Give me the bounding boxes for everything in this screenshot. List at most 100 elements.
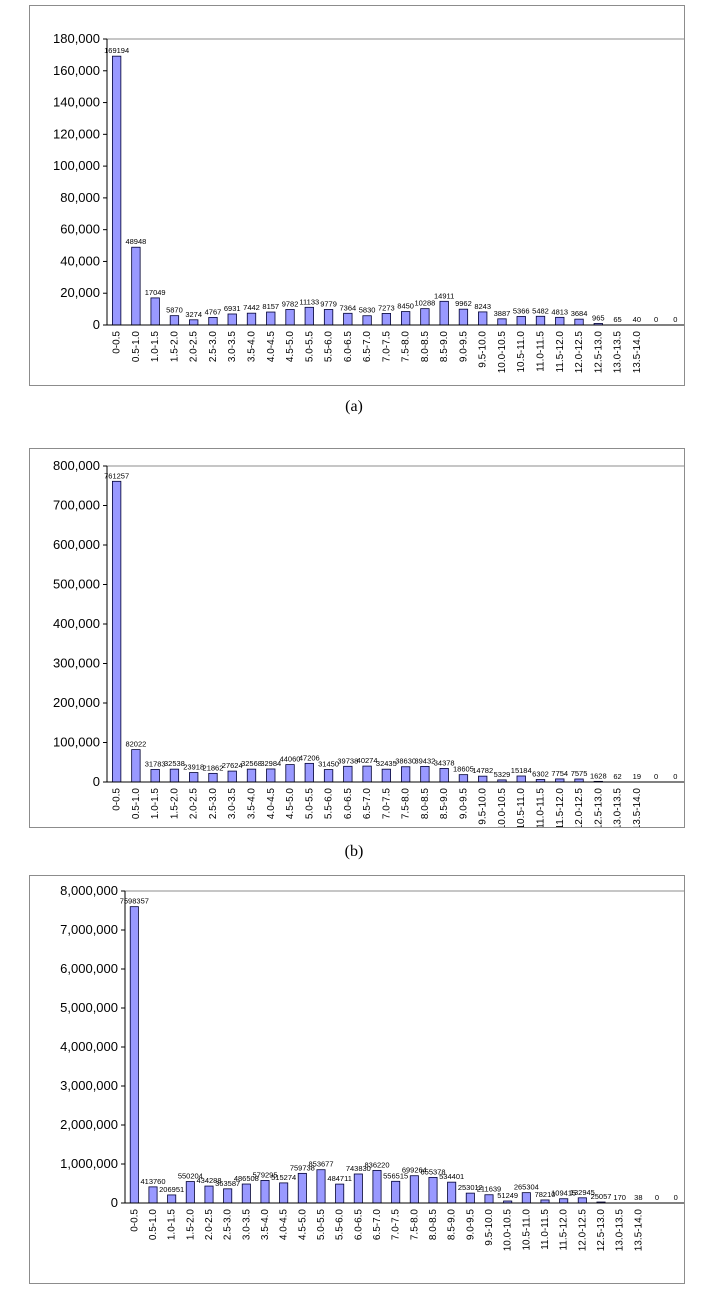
value-label: 19 xyxy=(633,772,641,781)
y-tick-label: 8,000,000 xyxy=(60,883,118,898)
value-label: 32568 xyxy=(241,759,262,768)
value-label: 7598357 xyxy=(120,897,149,906)
bar xyxy=(266,768,276,783)
category-label: 13.0-13.5 xyxy=(613,788,624,827)
bar xyxy=(439,768,449,783)
y-tick-label: 0 xyxy=(111,1195,118,1210)
bar xyxy=(516,775,526,783)
value-label: 21862 xyxy=(203,763,224,772)
bar xyxy=(285,309,295,326)
value-label: 534401 xyxy=(439,1172,464,1181)
bar xyxy=(167,1194,177,1204)
category-label: 7.0-7.5 xyxy=(381,788,392,820)
bar xyxy=(208,317,218,326)
bar xyxy=(559,1198,569,1204)
bar xyxy=(227,313,237,326)
category-label: 4.0-4.5 xyxy=(266,788,277,820)
value-label: 14782 xyxy=(472,766,493,775)
y-tick-label: 20,000 xyxy=(60,285,100,300)
value-label: 40274 xyxy=(357,756,378,765)
category-label: 5.0-5.5 xyxy=(316,1209,327,1241)
category-label: 1.0-1.5 xyxy=(150,788,161,820)
bar xyxy=(150,769,160,783)
y-tick-label: 300,000 xyxy=(53,656,100,671)
category-label: 3.0-3.5 xyxy=(227,331,238,363)
category-label: 3.5-4.0 xyxy=(247,788,258,820)
value-label: 47206 xyxy=(299,753,320,762)
category-label: 7.5-8.0 xyxy=(401,331,412,363)
y-tick-label: 80,000 xyxy=(60,190,100,205)
category-label: 9.5-10.0 xyxy=(484,1209,495,1246)
category-label: 12.0-12.5 xyxy=(574,331,585,374)
y-tick-label: 100,000 xyxy=(53,158,100,173)
value-label: 206951 xyxy=(159,1185,184,1194)
category-label: 10.5-11.0 xyxy=(521,1209,532,1251)
category-label: 11.0-11.5 xyxy=(540,1209,551,1250)
category-label: 9.5-10.0 xyxy=(478,788,489,825)
value-label: 265304 xyxy=(514,1183,539,1192)
y-tick-label: 120,000 xyxy=(53,126,100,141)
value-label: 0 xyxy=(655,1193,659,1202)
value-label: 170 xyxy=(613,1193,626,1202)
value-label: 10288 xyxy=(414,299,435,308)
category-label: 13.5-14.0 xyxy=(632,788,643,827)
bar xyxy=(497,318,507,326)
bar xyxy=(574,318,584,326)
value-label: 0 xyxy=(654,315,658,324)
bar xyxy=(343,765,353,783)
y-tick-label: 180,000 xyxy=(53,31,100,46)
category-label: 13.0-13.5 xyxy=(615,1209,626,1252)
value-label: 7442 xyxy=(243,303,260,312)
bar xyxy=(131,749,141,783)
y-tick-label: 500,000 xyxy=(53,577,100,592)
value-label: 853677 xyxy=(308,1160,333,1169)
value-label: 27624 xyxy=(222,761,243,770)
value-label: 761257 xyxy=(104,471,129,480)
category-label: 6.5-7.0 xyxy=(362,788,373,820)
bar xyxy=(409,1175,419,1204)
value-label: 23918 xyxy=(183,763,204,772)
value-label: 25057 xyxy=(591,1192,612,1201)
category-label: 9.0-9.5 xyxy=(458,331,469,363)
category-label: 5.5-6.0 xyxy=(324,788,335,820)
category-label: 10.5-11.0 xyxy=(516,788,527,827)
category-label: 0-0.5 xyxy=(112,331,123,354)
bar xyxy=(353,1173,363,1204)
value-label: 486508 xyxy=(234,1174,259,1183)
category-label: 4.5-5.0 xyxy=(285,331,296,363)
y-tick-label: 600,000 xyxy=(53,537,100,552)
value-label: 32435 xyxy=(376,759,397,768)
bar xyxy=(447,1181,457,1204)
value-label: 4813 xyxy=(551,307,568,316)
category-label: 3.0-3.5 xyxy=(227,788,238,820)
y-tick-label: 0 xyxy=(93,774,100,789)
bar xyxy=(279,1182,289,1204)
value-label: 7575 xyxy=(571,769,588,778)
category-label: 10.0-10.5 xyxy=(497,788,508,827)
category-label: 10.0-10.5 xyxy=(503,1209,514,1252)
bar xyxy=(372,1169,382,1204)
category-label: 0-0.5 xyxy=(112,788,123,811)
value-label: 0 xyxy=(674,1193,678,1202)
category-label: 8.5-9.0 xyxy=(447,1209,458,1241)
bar xyxy=(478,311,488,326)
bar xyxy=(223,1188,233,1204)
value-label: 965 xyxy=(592,313,605,322)
value-label: 743830 xyxy=(346,1164,371,1173)
category-label: 11.5-12.0 xyxy=(555,788,566,827)
category-label: 5.5-6.0 xyxy=(335,1209,346,1241)
value-label: 836220 xyxy=(364,1160,389,1169)
value-label: 5870 xyxy=(166,306,183,315)
value-label: 3274 xyxy=(185,310,202,319)
value-label: 413760 xyxy=(140,1177,165,1186)
bar xyxy=(204,1185,214,1204)
value-label: 65 xyxy=(613,315,621,324)
value-label: 82022 xyxy=(125,740,146,749)
y-tick-label: 140,000 xyxy=(53,95,100,110)
bar xyxy=(304,762,314,783)
bar xyxy=(516,316,526,326)
bar xyxy=(129,906,139,1204)
value-label: 5329 xyxy=(494,770,511,779)
value-label: 0 xyxy=(673,315,677,324)
bar-chart-c: 0 1,000,000 2,000,000 3,000,000 4,000,000 5,0… xyxy=(60,883,684,1252)
